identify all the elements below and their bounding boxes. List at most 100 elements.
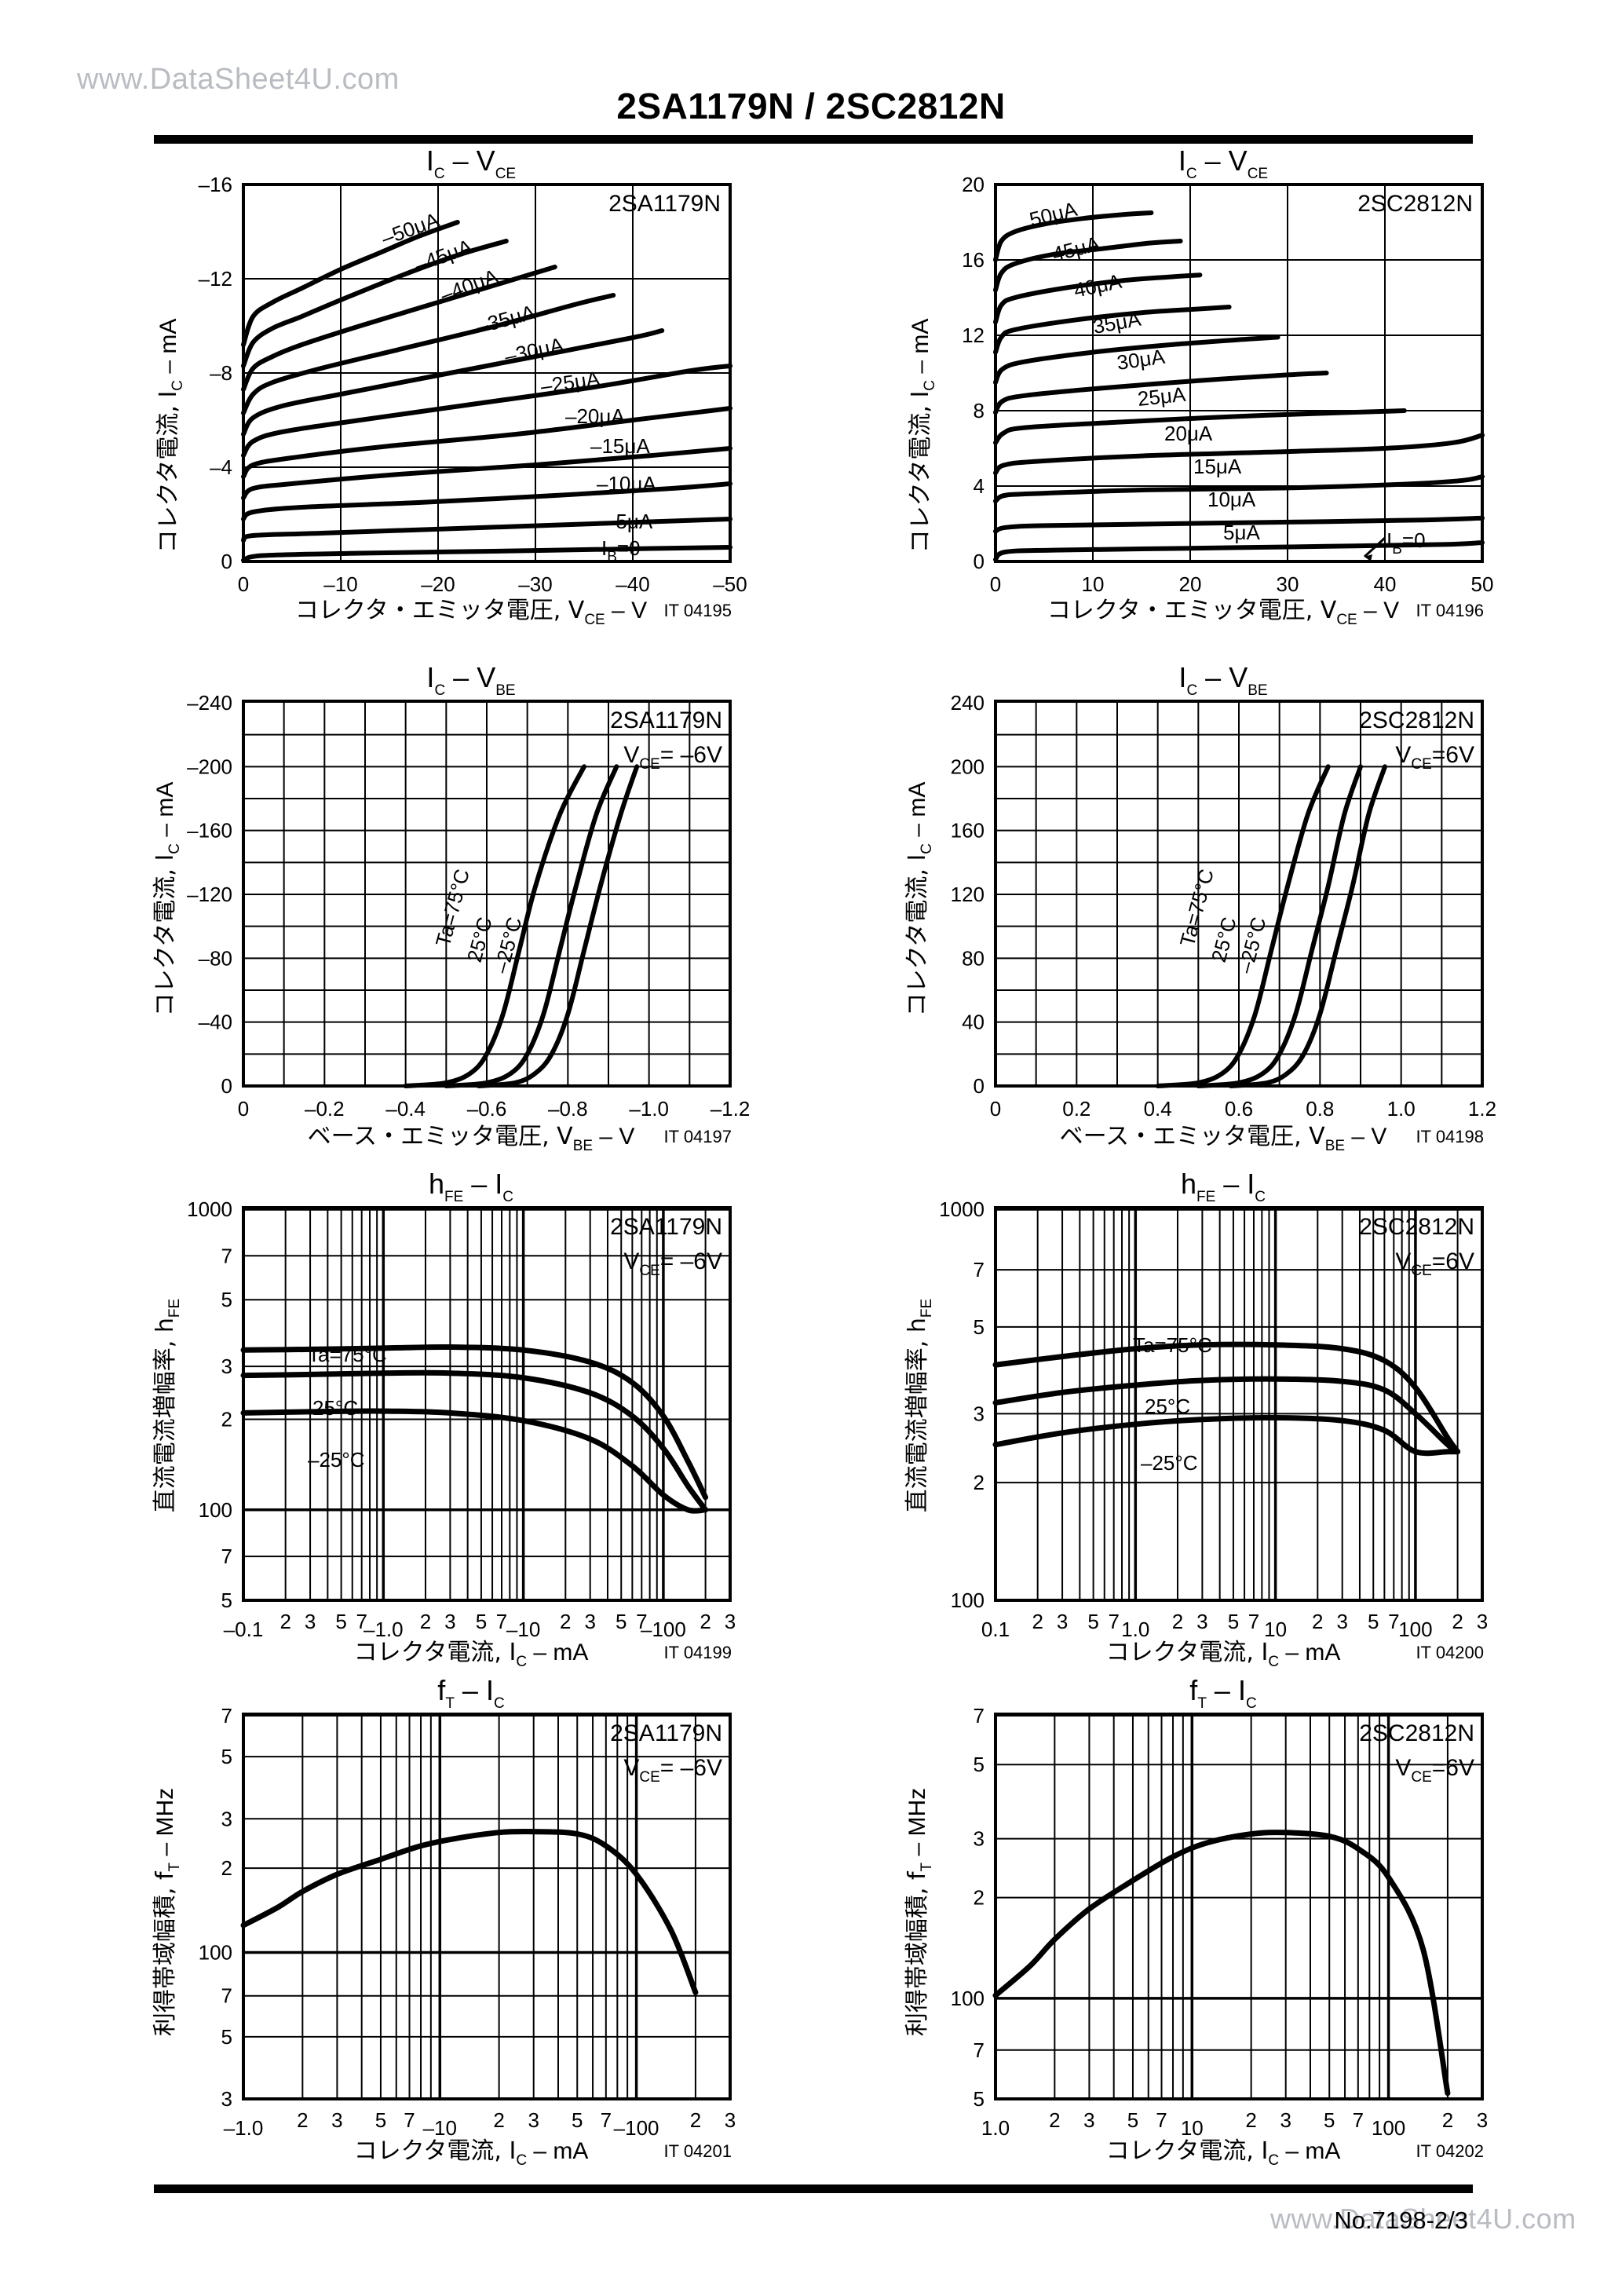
condition-label: VCE=6V xyxy=(1395,1755,1474,1786)
x-axis-label: コレクタ電流, IC – mA xyxy=(1106,1639,1341,1670)
axis-tick: 5 xyxy=(1228,1610,1239,1633)
axis-tick: 10 xyxy=(1082,572,1105,596)
axis-tick: 5 xyxy=(375,2108,386,2132)
curve-label: 25°C xyxy=(312,1396,358,1420)
device-label: 2SC2812N xyxy=(1359,1720,1474,1746)
axis-tick: 5 xyxy=(1127,2108,1138,2132)
curve xyxy=(992,1376,1461,1455)
chart-hfe-ic-npn: hFE – IC 1000 7 5 3 2 100 0.1 2 3 5 7 1.0 2 3 5 7 10 2 3 5 7… xyxy=(893,1170,1537,1688)
axis-tick: 100 xyxy=(1398,1618,1432,1641)
curve xyxy=(241,328,665,437)
axis-tick: –0.6 xyxy=(467,1097,507,1121)
curve xyxy=(993,515,1485,534)
axis-tick: 50 xyxy=(1471,572,1494,596)
axis-tick: 3 xyxy=(1477,1610,1488,1633)
axis-tick: 100 xyxy=(199,1940,232,1964)
axis-tick: 7 xyxy=(404,2108,415,2132)
watermark-top: www.DataSheet4U.com xyxy=(77,63,400,96)
axis-tick: 10 xyxy=(1181,2116,1204,2140)
curve xyxy=(240,1408,709,1514)
axis-tick: –100 xyxy=(641,1618,686,1641)
axis-tick: 120 xyxy=(951,883,985,906)
axis-tick: –120 xyxy=(187,883,232,906)
axis-tick: 3 xyxy=(1057,1610,1068,1633)
axis-tick: 2 xyxy=(690,2108,701,2132)
axis-tick: 2 xyxy=(1032,1610,1043,1633)
axis-tick: –30 xyxy=(518,572,552,596)
curve xyxy=(241,481,732,521)
axis-tick: 2 xyxy=(1312,1610,1323,1633)
axis-tick: 5 xyxy=(1368,1610,1379,1633)
axis-tick: 0 xyxy=(238,1097,249,1121)
curve xyxy=(241,364,732,458)
axis-tick: 5 xyxy=(974,2087,985,2111)
axis-tick: 5 xyxy=(335,1610,346,1633)
curve xyxy=(241,293,616,415)
axis-tick: –240 xyxy=(187,691,232,715)
axis-tick: 3 xyxy=(1196,1610,1207,1633)
axis-tick: 4 xyxy=(974,474,985,498)
curve-label: –35μA xyxy=(474,300,539,338)
chart-ic-vbe-npn: IC – VBE 240 200 160 120 80 40 0 0 0.2 0.4 0.6 0.8 1… xyxy=(893,664,1537,1174)
x-axis-label: ベース・エミッタ電圧, VBE – V xyxy=(1060,1123,1387,1154)
chart-ic-vbe-pnp: IC – VBE –240 –200 –160 –120 –80 –40 0 0 –0.2 –0.… xyxy=(141,664,785,1174)
axis-tick: 5 xyxy=(221,1745,232,1768)
curve xyxy=(992,1341,1461,1455)
axis-tick: 30 xyxy=(1277,572,1299,596)
axis-tick: 2 xyxy=(974,1471,985,1494)
curve-label: –40μA xyxy=(437,264,502,306)
axis-tick: 3 xyxy=(974,1827,985,1851)
axis-tick: 2 xyxy=(221,1856,232,1880)
curve xyxy=(444,764,619,1088)
y-axis-label: コレクタ電流, IC – mA xyxy=(152,782,183,1017)
axis-tick: 0 xyxy=(990,1097,1001,1121)
axis-tick: 7 xyxy=(974,1258,985,1281)
curve xyxy=(403,764,586,1088)
axis-tick: 5 xyxy=(974,1315,985,1339)
curve-label: 10μA xyxy=(1207,488,1256,511)
condition-label: VCE= –6V xyxy=(623,1249,722,1279)
header-rule xyxy=(154,135,1473,144)
axis-tick: –1.0 xyxy=(363,1618,404,1641)
axis-tick: 5 xyxy=(572,2108,583,2132)
chart-hfe-ic-pnp: hFE – IC 1000 7 5 3 2 100 7 5 –0.1 2 3 5 7 –1.0 2 3 5 7 –1… xyxy=(141,1170,785,1688)
axis-tick: 8 xyxy=(974,399,985,422)
curve xyxy=(241,545,732,563)
axis-tick: 7 xyxy=(1108,1610,1119,1633)
condition-label: VCE=6V xyxy=(1395,1249,1474,1279)
axis-tick: –20 xyxy=(421,572,455,596)
axis-tick: 200 xyxy=(951,755,985,778)
chart-title: IC – VCE xyxy=(1178,145,1268,182)
axis-tick: 1000 xyxy=(939,1197,985,1221)
axis-tick: –0.1 xyxy=(224,1618,264,1641)
chart-ic-vce-pnp: IC – VCE –16 –12 –8 –4 0 0 –10 –20 –30 –40 –50 2SA… xyxy=(141,145,785,648)
x-axis-label: コレクタ電流, IC – mA xyxy=(354,2137,589,2169)
axis-tick: –4 xyxy=(210,455,232,479)
curve xyxy=(241,265,557,392)
axis-tick: –50 xyxy=(713,572,747,596)
curve-label: 15μA xyxy=(1193,455,1242,478)
axis-tick: 3 xyxy=(305,1610,316,1633)
axis-tick: 5 xyxy=(616,1610,627,1633)
axis-tick: 7 xyxy=(601,2108,612,2132)
axis-tick: –12 xyxy=(199,267,232,291)
axis-tick: 20 xyxy=(1179,572,1202,596)
axis-tick: 3 xyxy=(584,1610,595,1633)
axis-tick: 5 xyxy=(1087,1610,1098,1633)
axis-tick: 3 xyxy=(1280,2108,1291,2132)
curve xyxy=(993,239,1183,293)
curve xyxy=(1228,764,1387,1088)
curve xyxy=(241,517,732,543)
curve-label: 25μA xyxy=(1136,382,1187,411)
axis-tick: 20 xyxy=(962,173,985,196)
axis-tick: 2 xyxy=(1049,2108,1060,2132)
curve-label: 35μA xyxy=(1091,307,1143,338)
axis-tick: –10 xyxy=(423,2116,457,2140)
figure-code: IT 04201 xyxy=(664,2141,732,2161)
curve xyxy=(993,210,1154,262)
axis-tick: 5 xyxy=(974,1753,985,1776)
axis-tick: –16 xyxy=(199,173,232,196)
chart-title: hFE – IC xyxy=(1181,1170,1266,1205)
axis-tick: 5 xyxy=(1324,2108,1335,2132)
curve xyxy=(241,406,732,479)
